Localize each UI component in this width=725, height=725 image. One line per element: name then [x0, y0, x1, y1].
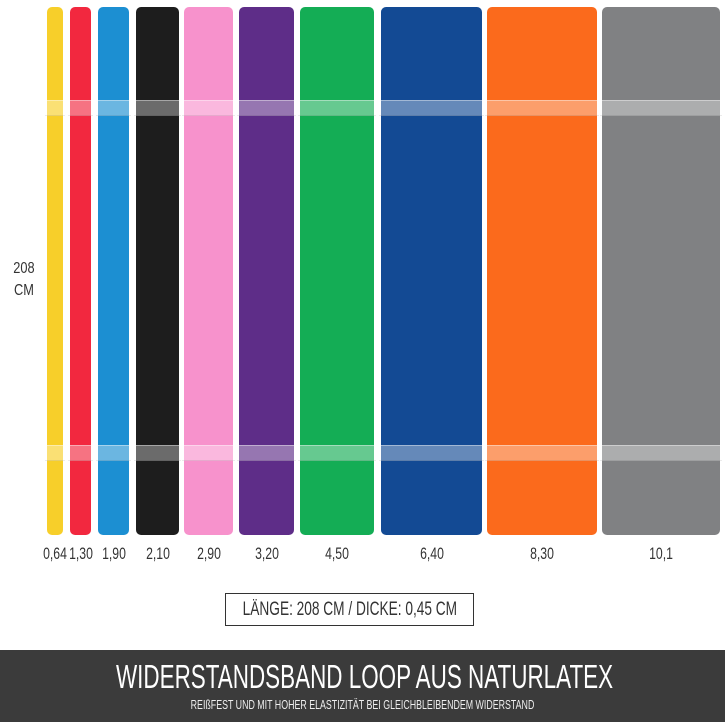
resistance-band: [237, 7, 296, 535]
band-strength-label: 8,30: [530, 544, 554, 563]
band-clip: [182, 100, 235, 116]
band-clip: [600, 445, 722, 461]
resistance-band: [298, 7, 376, 535]
spec-text: LÄNGE: 208 CM / DICKE: 0,45 CM: [242, 598, 457, 620]
band-strength-label: 1,30: [68, 544, 93, 563]
band-clip: [379, 100, 484, 116]
resistance-band: [182, 7, 235, 535]
band-clip: [68, 100, 93, 116]
resistance-band: [96, 7, 131, 535]
band-clip: [68, 445, 93, 461]
resistance-band: [45, 7, 65, 535]
banner-subtitle: REIßFEST UND MIT HOHER ELASTIZITÄT BEI G…: [190, 697, 535, 712]
band-strength-label: 3,20: [254, 544, 279, 563]
band-clip: [96, 100, 131, 116]
band-clip: [96, 445, 131, 461]
length-label: 208 CM: [10, 258, 39, 302]
band-strength-label: 6,40: [419, 544, 444, 563]
length-unit: CM: [14, 282, 34, 299]
band-strength-label: 4,50: [325, 544, 349, 563]
band-strength-label: 10,1: [649, 544, 673, 563]
band-clip: [485, 100, 599, 116]
resistance-band: [600, 7, 722, 535]
band-clip: [45, 445, 65, 461]
band-clip: [600, 100, 722, 116]
band-strength-label: 1,90: [101, 544, 126, 563]
band-clip: [237, 100, 296, 116]
banner: WIDERSTANDSBAND LOOP AUS NATURLATEX REIß…: [0, 650, 725, 722]
spec-box: LÄNGE: 208 CM / DICKE: 0,45 CM: [225, 593, 474, 626]
band-strength-label: 2,10: [145, 544, 170, 563]
band-clip: [298, 100, 376, 116]
band-clip: [485, 445, 599, 461]
resistance-band: [485, 7, 599, 535]
resistance-band: [379, 7, 484, 535]
band-clip: [182, 445, 235, 461]
band-clip: [134, 100, 181, 116]
resistance-band: [68, 7, 93, 535]
band-clip: [45, 100, 65, 116]
band-clip: [298, 445, 376, 461]
band-strength-label: 2,90: [196, 544, 221, 563]
length-value: 208: [13, 260, 35, 277]
band-clip: [379, 445, 484, 461]
resistance-band: [134, 7, 181, 535]
band-clip: [237, 445, 296, 461]
band-strength-label: 0,64: [43, 544, 67, 563]
band-clip: [134, 445, 181, 461]
banner-title: WIDERSTANDSBAND LOOP AUS NATURLATEX: [116, 658, 614, 695]
